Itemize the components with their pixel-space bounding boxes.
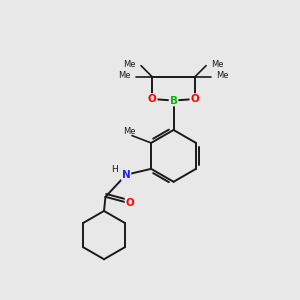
Text: O: O: [125, 198, 134, 208]
Text: N: N: [122, 170, 130, 180]
Text: O: O: [148, 94, 157, 104]
Text: Me: Me: [118, 71, 131, 80]
Text: Me: Me: [212, 60, 224, 69]
Text: H: H: [112, 165, 118, 174]
Text: O: O: [190, 94, 199, 104]
Text: B: B: [169, 95, 178, 106]
Text: Me: Me: [123, 127, 136, 136]
Text: Me: Me: [123, 60, 136, 69]
Text: Me: Me: [216, 71, 229, 80]
